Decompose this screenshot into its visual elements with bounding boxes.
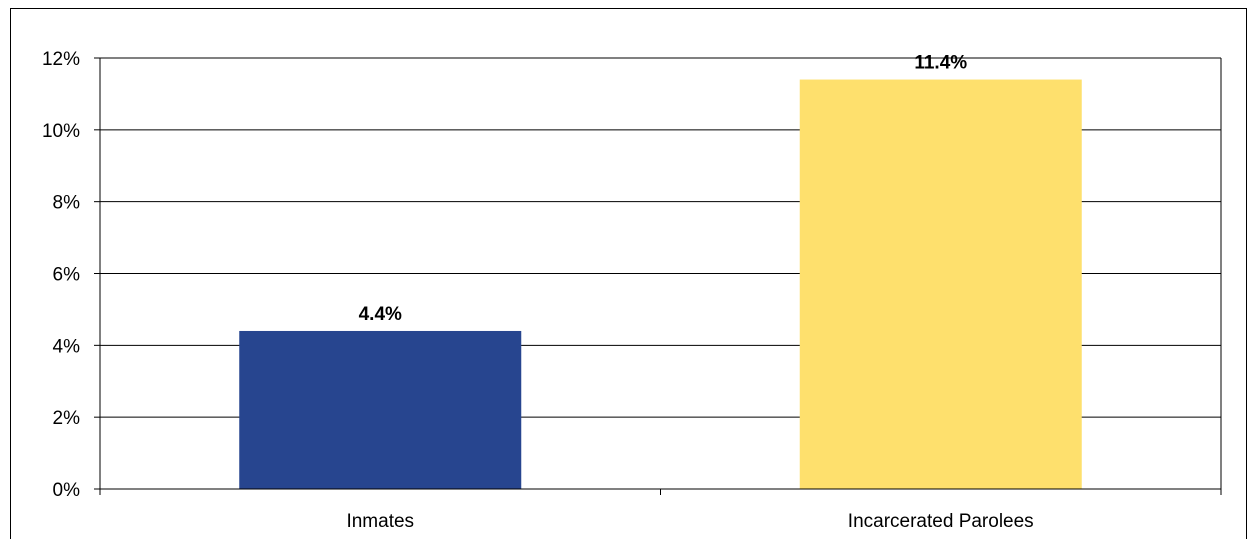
y-tick-label: 0% [53, 480, 81, 501]
y-tick-label: 4% [53, 336, 81, 357]
data-label: 4.4% [359, 304, 402, 325]
axes [94, 57, 1222, 495]
y-tick-label: 12% [42, 49, 80, 70]
labels: 0% 2% 4% 6% 8% 10% 12% 4.4% Inmates 11.4% Incarcer… [42, 49, 1034, 532]
y-tick-label: 8% [53, 193, 81, 214]
y-tick-label: 2% [53, 408, 81, 429]
x-tick-label: Incarcerated Parolees [848, 511, 1034, 532]
data-label: 11.4% [914, 53, 967, 74]
chart-frame [10, 8, 1247, 539]
y-tick-label: 6% [53, 265, 81, 286]
bar [239, 330, 522, 489]
y-tick-label: 10% [42, 121, 80, 142]
bars [239, 79, 1082, 490]
x-tick-label: Inmates [346, 511, 414, 532]
bar [799, 79, 1082, 490]
